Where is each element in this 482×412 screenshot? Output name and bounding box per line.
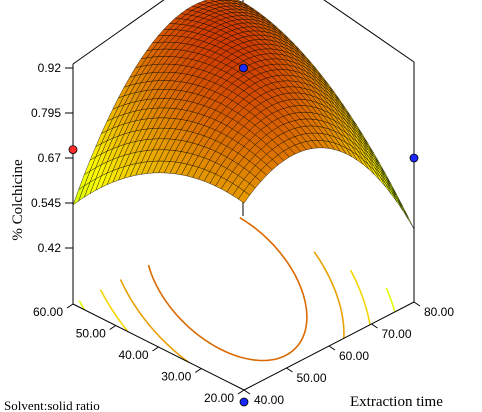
tick-labels: 0.42 0.545 0.67 0.795 0.92 40.00 50.00 60.00 70.…: [31, 61, 454, 407]
x-axis-title: Extraction time: [350, 394, 443, 410]
x-tick-mark: [243, 389, 251, 395]
x-tick-mark: [371, 323, 378, 329]
z-tick-label: 0.67: [38, 151, 62, 165]
response-surface: [72, 0, 415, 230]
x-tick-mark: [286, 367, 293, 373]
contour-line-5: [147, 217, 308, 362]
y-axis-title: Solvent:solid ratio: [4, 398, 100, 412]
y-tick-label: 30.00: [161, 370, 191, 384]
top-edge-right: [323, 0, 415, 63]
y-tick-label: 20.00: [204, 391, 234, 405]
z-axis-title: % Colchicine: [10, 159, 26, 241]
design-point: [409, 153, 419, 163]
x-tick-label: 60.00: [339, 349, 369, 363]
design-points: [68, 63, 419, 407]
y-tick-mark: [152, 346, 159, 352]
design-point: [68, 145, 78, 155]
x-tick-label: 70.00: [382, 327, 412, 341]
z-tick-label: 0.795: [31, 106, 61, 120]
contour-lines: [78, 217, 396, 363]
z-tick-label: 0.42: [38, 241, 62, 255]
z-tick-label: 0.92: [38, 61, 62, 75]
design-point: [239, 63, 248, 73]
y-tick-mark: [66, 303, 74, 309]
x-tick-mark: [413, 301, 421, 307]
x-tick-mark: [328, 345, 336, 351]
y-tick-mark: [194, 368, 202, 373]
y-tick-label: 40.00: [118, 348, 148, 362]
surface-cell: [237, 190, 251, 204]
x-tick-label: 50.00: [297, 371, 327, 385]
y-tick-mark: [237, 389, 245, 395]
x-tick-label: 40.00: [254, 393, 284, 407]
top-edge-left: [72, 0, 165, 65]
x-tick-label: 80.00: [424, 305, 454, 319]
z-tick-label: 0.545: [31, 196, 61, 210]
y-tick-mark: [109, 325, 117, 330]
y-tick-label: 60.00: [33, 305, 63, 319]
design-point: [239, 397, 249, 407]
y-tick-label: 50.00: [76, 327, 106, 341]
